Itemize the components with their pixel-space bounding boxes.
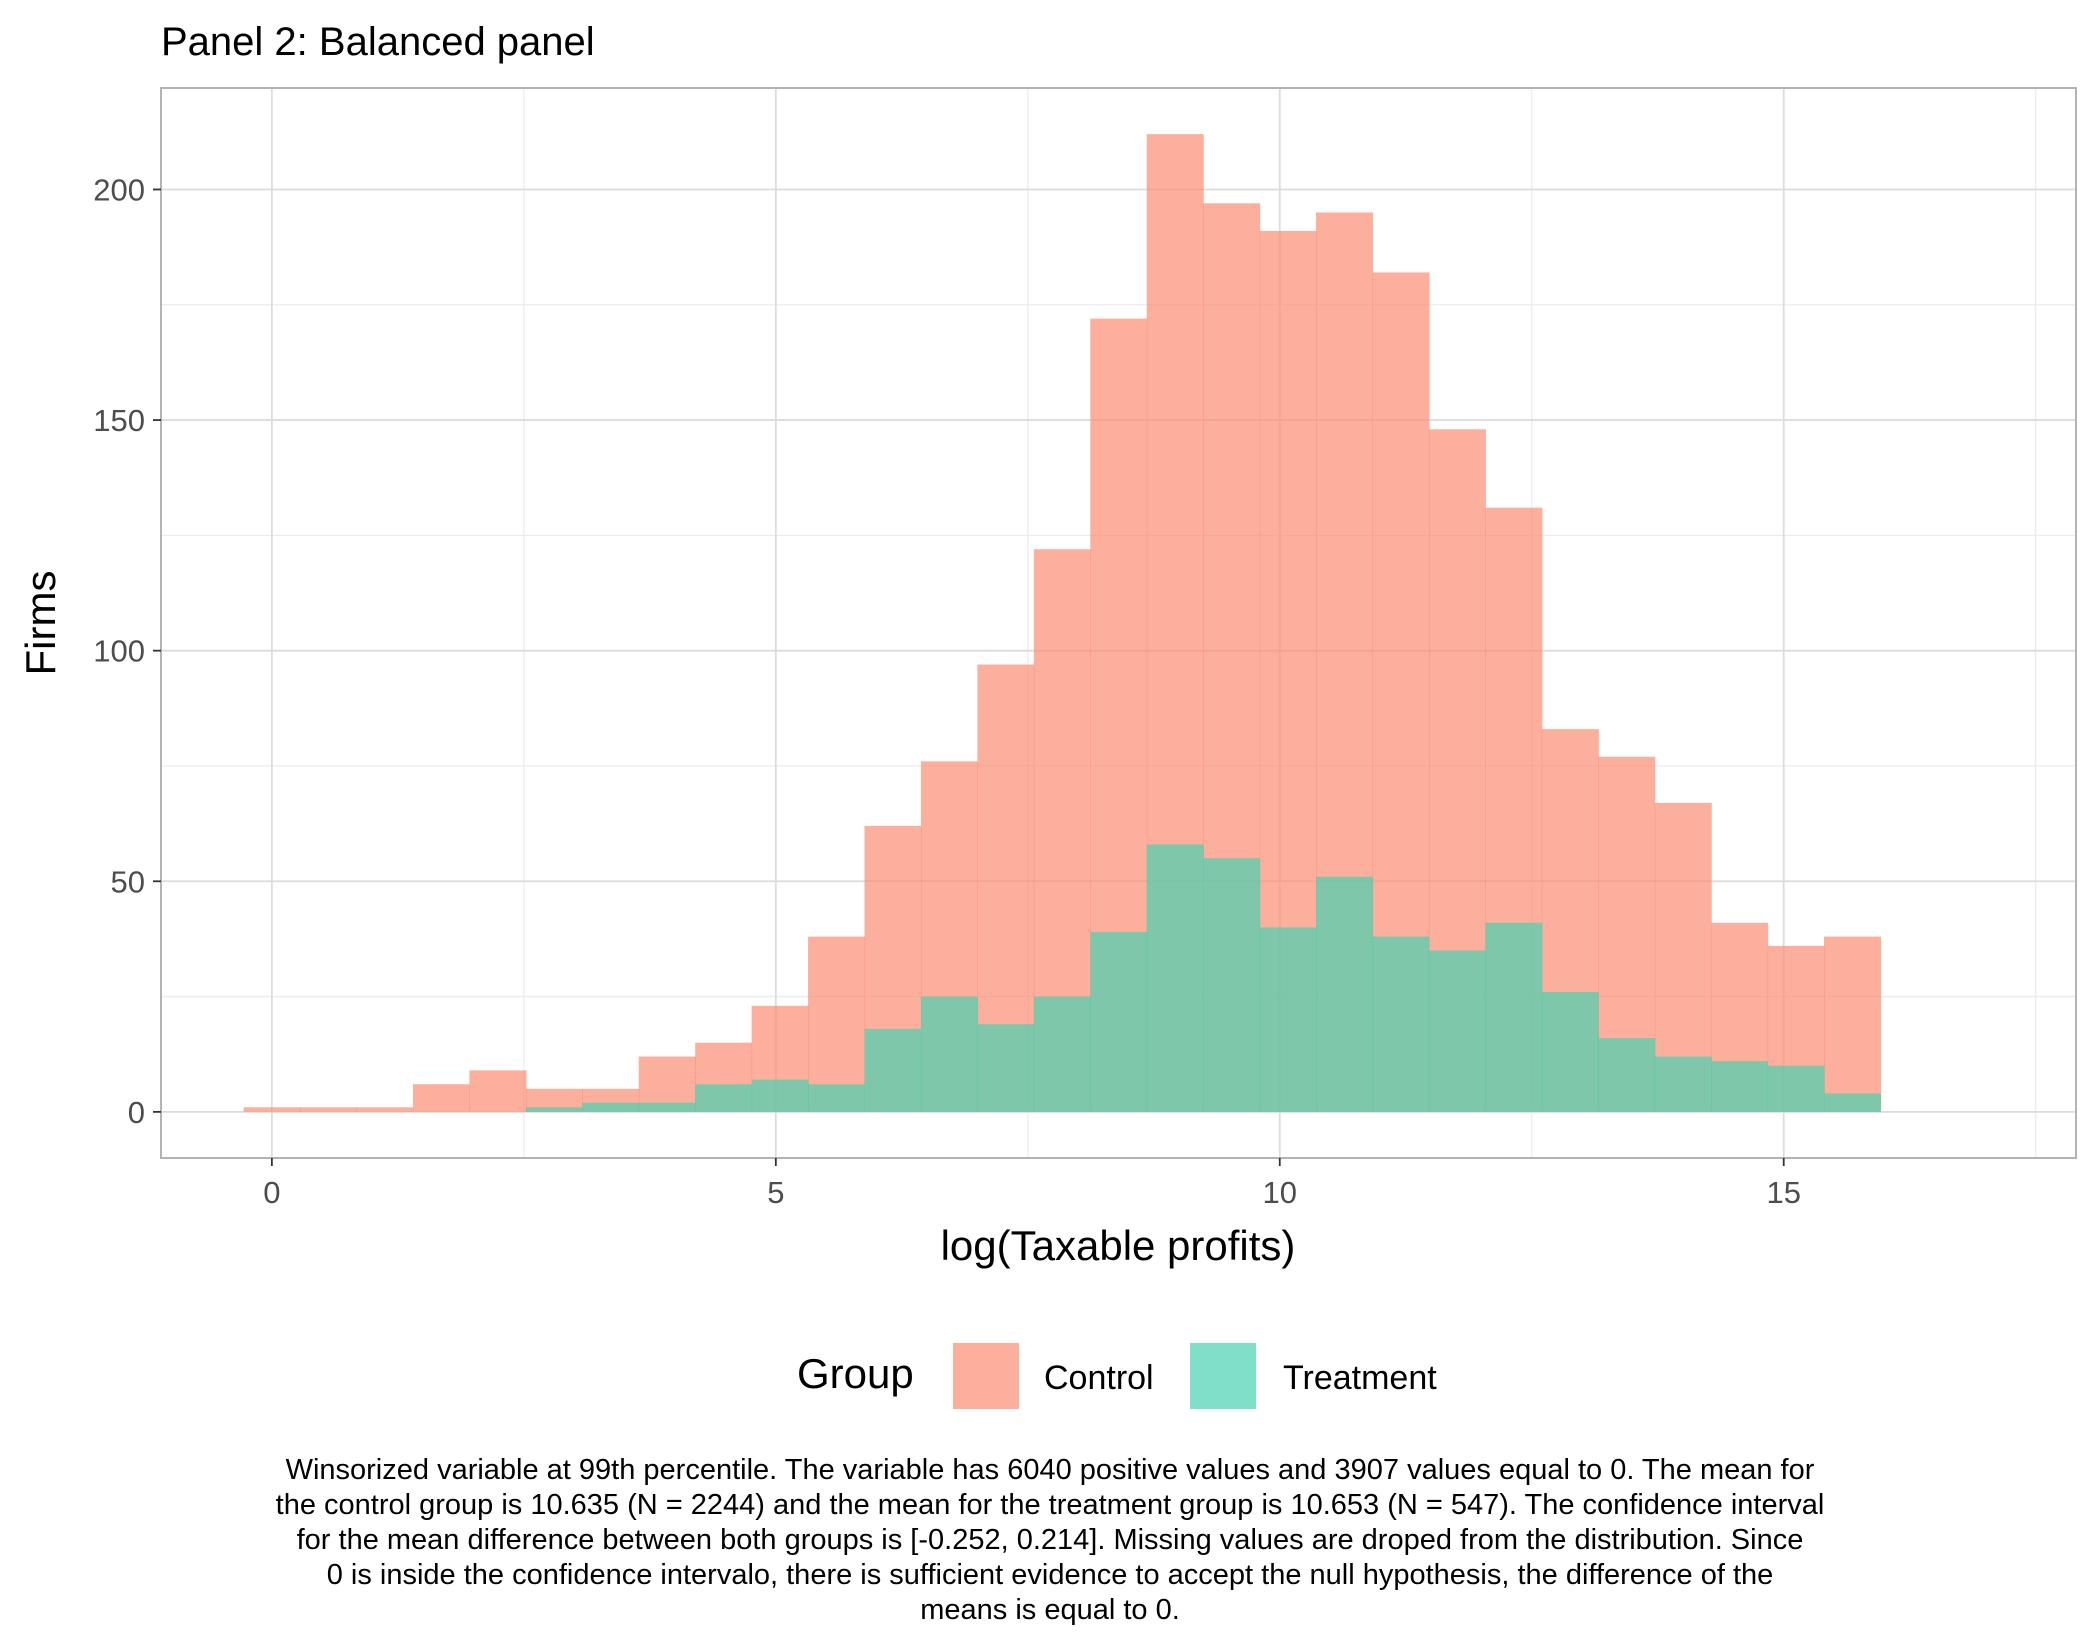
treatment-bar [1711,1061,1769,1112]
treatment-bar [1824,1093,1882,1112]
y-tick-label: 150 [93,403,145,438]
treatment-bar [864,1028,922,1112]
treatment-bar [808,1084,866,1112]
legend: Group Control Treatment [797,1343,1437,1409]
control-bar [808,936,866,1112]
legend-key-treatment [1190,1343,1256,1409]
legend-title: Group [797,1350,914,1397]
control-bar [356,1107,414,1112]
y-tick-label: 50 [111,864,145,899]
y-axis-ticks: 0 50 100 150 200 [93,172,161,1130]
x-tick-label: 5 [767,1175,784,1210]
treatment-bar [1316,876,1374,1112]
treatment-bar [1372,936,1430,1112]
legend-label-treatment: Treatment [1283,1359,1437,1397]
treatment-bar [1090,932,1148,1112]
treatment-bar [1428,950,1486,1112]
x-tick-label: 10 [1263,1175,1297,1210]
plot-border [160,87,2077,1159]
x-axis-ticks: 0 5 10 15 [263,1158,1801,1210]
chart-caption: Winsorized variable at 99th percentile. … [150,1453,1950,1628]
treatment-bar [1033,996,1091,1112]
treatment-bar [1146,844,1204,1112]
treatment-bar [695,1084,753,1112]
legend-label-control: Control [1044,1359,1154,1397]
caption-line: means is equal to 0. [920,1594,1180,1626]
x-tick-label: 0 [263,1175,280,1210]
treatment-bar [1767,1065,1825,1112]
treatment-bar [582,1102,640,1112]
treatment-bar [920,996,978,1112]
caption-line: the control group is 10.635 (N = 2244) a… [275,1489,1825,1521]
control-bar [243,1107,301,1112]
treatment-bar [638,1102,696,1112]
treatment-bar [751,1079,809,1112]
treatment-bar [1203,858,1261,1112]
control-bar [469,1070,527,1112]
y-axis-label: Firms [17,571,64,676]
treatment-bar [1485,922,1543,1112]
y-tick-label: 100 [93,634,145,669]
y-tick-label: 200 [93,172,145,207]
treatment-bar [977,1024,1035,1112]
control-bar [1824,936,1882,1112]
control-bar [525,1088,583,1112]
x-axis-label: log(Taxable profits) [941,1222,1296,1269]
y-tick-label: 0 [128,1095,145,1130]
chart-title: Panel 2: Balanced panel [161,20,595,64]
treatment-bar [1259,927,1317,1112]
treatment-bar [525,1107,583,1112]
treatment-bar [1598,1038,1656,1112]
caption-line: for the mean difference between both gro… [296,1524,1804,1556]
treatment-bar [1541,991,1599,1112]
caption-line: Winsorized variable at 99th percentile. … [285,1454,1815,1486]
control-bar [300,1107,358,1112]
treatment-bars [525,844,1882,1112]
control-bar [412,1084,471,1112]
treatment-bar [1654,1056,1712,1112]
legend-key-control [953,1343,1019,1409]
caption-line: 0 is inside the confidence intervalo, th… [326,1559,1774,1591]
x-tick-label: 15 [1766,1175,1800,1210]
